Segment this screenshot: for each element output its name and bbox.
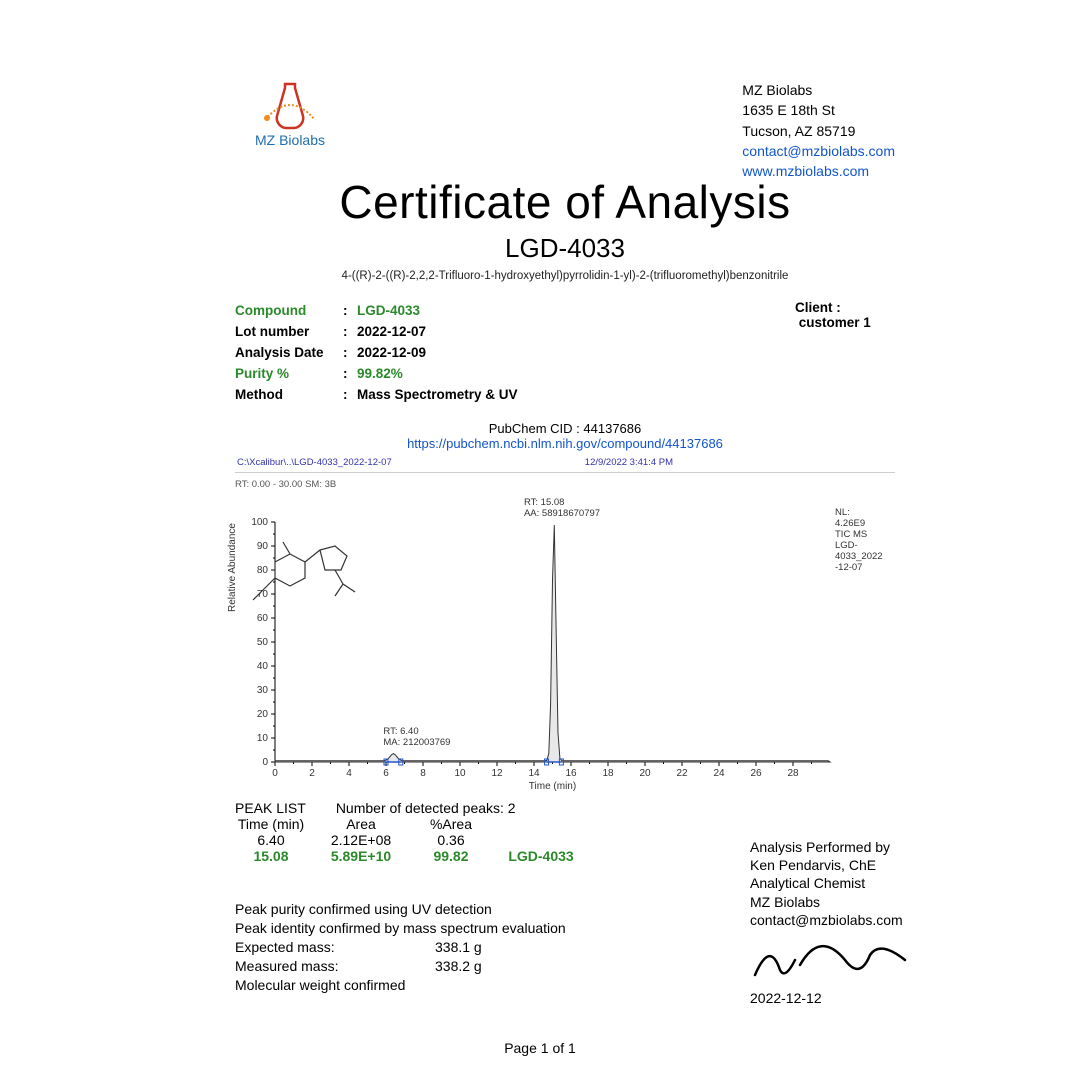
col-pct: %Area bbox=[415, 816, 505, 832]
pubchem-cid: PubChem CID : 44137686 bbox=[235, 421, 895, 436]
col-time: Time (min) bbox=[235, 816, 325, 832]
addr-line2: Tucson, AZ 85719 bbox=[742, 121, 895, 141]
table-row: 15.085.89E+1099.82LGD-4033 bbox=[235, 848, 595, 864]
svg-text:100: 100 bbox=[251, 517, 268, 528]
peaklist-title: PEAK LIST bbox=[235, 800, 306, 816]
svg-text:10: 10 bbox=[257, 733, 269, 744]
svg-text:22: 22 bbox=[676, 768, 688, 779]
meas-mass-val: 338.2 g bbox=[435, 957, 482, 976]
table-row: 6.402.12E+080.36 bbox=[235, 832, 595, 848]
sn-n3: -12-07 bbox=[835, 563, 910, 574]
date-label: Analysis Date bbox=[235, 345, 343, 360]
main-peak-anno: RT: 15.08 AA: 58918670797 bbox=[524, 498, 600, 520]
svg-text:28: 28 bbox=[787, 768, 799, 779]
chart-timestamp: 12/9/2022 3:41:4 PM bbox=[585, 457, 893, 468]
svg-text:20: 20 bbox=[639, 768, 651, 779]
logo-text: MZ Biolabs bbox=[255, 132, 325, 148]
svg-text:0: 0 bbox=[272, 768, 278, 779]
ab-l5: contact@mzbiolabs.com bbox=[750, 911, 910, 929]
ab-l1: Analysis Performed by bbox=[750, 838, 910, 856]
mn-aa: MA: 212003769 bbox=[383, 738, 450, 749]
svg-text:Time (min): Time (min) bbox=[529, 781, 576, 792]
chart-side-note: NL: 4.26E9 TIC MS LGD- 4033_2022 -12-07 bbox=[835, 508, 910, 574]
exp-mass-label: Expected mass: bbox=[235, 938, 435, 957]
chart-meta: C:\Xcalibur\..\LGD-4033_2022-12-07 12/9/… bbox=[235, 457, 895, 473]
svg-text:0: 0 bbox=[262, 757, 268, 768]
svg-text:24: 24 bbox=[713, 768, 725, 779]
info-block: Compound : LGD-4033 Lot number : 2022-12… bbox=[235, 300, 895, 405]
pubchem-block: PubChem CID : 44137686 https://pubchem.n… bbox=[235, 421, 895, 451]
lot-label: Lot number bbox=[235, 324, 343, 339]
method-label: Method bbox=[235, 387, 343, 402]
peaklist-detected: Number of detected peaks: 2 bbox=[336, 800, 516, 816]
svg-text:50: 50 bbox=[257, 637, 269, 648]
addr-line1: 1635 E 18th St bbox=[742, 100, 895, 120]
client-value: customer 1 bbox=[799, 315, 871, 330]
svg-text:12: 12 bbox=[491, 768, 503, 779]
logo-icon bbox=[255, 80, 325, 130]
certificate-page: MZ Biolabs MZ Biolabs 1635 E 18th St Tuc… bbox=[0, 0, 1080, 1080]
compound-value: LGD-4033 bbox=[357, 303, 420, 318]
addr-email[interactable]: contact@mzbiolabs.com bbox=[742, 141, 895, 161]
svg-text:2: 2 bbox=[309, 768, 315, 779]
svg-text:14: 14 bbox=[528, 768, 540, 779]
svg-text:40: 40 bbox=[257, 661, 269, 672]
pubchem-url[interactable]: https://pubchem.ncbi.nlm.nih.gov/compoun… bbox=[235, 436, 895, 451]
ab-l2: Ken Pendarvis, ChE bbox=[750, 856, 910, 874]
purity-value: 99.82% bbox=[357, 366, 403, 381]
lot-value: 2022-12-07 bbox=[357, 324, 426, 339]
svg-text:26: 26 bbox=[750, 768, 762, 779]
purity-label: Purity % bbox=[235, 366, 343, 381]
col-area: Area bbox=[325, 816, 415, 832]
ab-l4: MZ Biolabs bbox=[750, 893, 910, 911]
svg-text:20: 20 bbox=[257, 709, 269, 720]
svg-text:30: 30 bbox=[257, 685, 269, 696]
method-value: Mass Spectrometry & UV bbox=[357, 387, 518, 402]
exp-mass-val: 338.1 g bbox=[435, 938, 482, 957]
client-label: Client : bbox=[795, 300, 841, 315]
meas-mass-label: Measured mass: bbox=[235, 957, 435, 976]
svg-text:18: 18 bbox=[602, 768, 614, 779]
svg-text:8: 8 bbox=[420, 768, 426, 779]
ab-l3: Analytical Chemist bbox=[750, 874, 910, 892]
company-address: MZ Biolabs 1635 E 18th St Tucson, AZ 857… bbox=[742, 80, 895, 181]
compound-label: Compound bbox=[235, 303, 343, 318]
doc-title: Certificate of Analysis bbox=[235, 175, 895, 229]
ab-date: 2022-12-12 bbox=[750, 989, 910, 1007]
svg-text:4: 4 bbox=[346, 768, 352, 779]
minor-peak-anno: RT: 6.40 MA: 212003769 bbox=[383, 727, 450, 749]
chemical-name: 4-((R)-2-((R)-2,2,2-Trifluoro-1-hydroxye… bbox=[235, 270, 895, 282]
chromatogram-chart: 0102030405060708090100024681012141618202… bbox=[235, 492, 895, 792]
client-block: Client : customer 1 bbox=[795, 300, 895, 330]
logo-block: MZ Biolabs bbox=[235, 80, 345, 181]
svg-text:10: 10 bbox=[454, 768, 466, 779]
rt-header: RT: 0.00 - 30.00 SM: 3B bbox=[235, 479, 895, 490]
molecule-icon bbox=[235, 532, 365, 622]
doc-subtitle: LGD-4033 bbox=[235, 233, 895, 264]
svg-text:6: 6 bbox=[383, 768, 389, 779]
table-header-row: Time (min) Area %Area bbox=[235, 816, 595, 832]
header: MZ Biolabs MZ Biolabs 1635 E 18th St Tuc… bbox=[235, 80, 895, 181]
signature-icon bbox=[750, 935, 910, 985]
peak-table: Time (min) Area %Area 6.402.12E+080.3615… bbox=[235, 816, 595, 864]
date-value: 2022-12-09 bbox=[357, 345, 426, 360]
analysis-by: Analysis Performed by Ken Pendarvis, ChE… bbox=[750, 838, 910, 1007]
col-name bbox=[505, 816, 595, 832]
svg-text:16: 16 bbox=[565, 768, 577, 779]
mp-aa: AA: 58918670797 bbox=[524, 509, 600, 520]
chart-filepath: C:\Xcalibur\..\LGD-4033_2022-12-07 bbox=[237, 457, 392, 468]
page-footer: Page 1 of 1 bbox=[0, 1040, 1080, 1056]
addr-name: MZ Biolabs bbox=[742, 80, 895, 100]
